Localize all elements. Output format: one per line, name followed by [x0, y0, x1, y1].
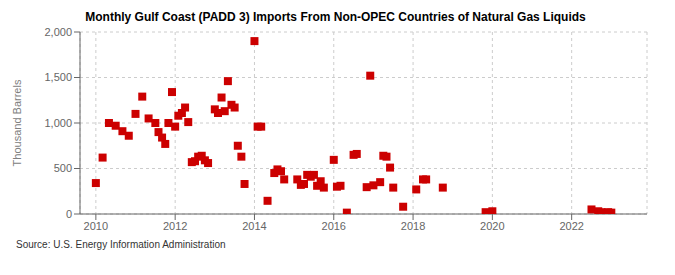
html-text:Monthly Gulf Coast (PADD 3) Im: Monthly Gulf Coast (PADD 3) Imports From… — [85, 10, 586, 24]
svg-text:2010: 2010 — [84, 220, 108, 232]
svg-text:2012: 2012 — [163, 220, 187, 232]
svg-text:2020: 2020 — [480, 220, 504, 232]
svg-text:1,500: 1,500 — [44, 71, 72, 83]
svg-text:2016: 2016 — [322, 220, 346, 232]
svg-text:Thousand Barrels: Thousand Barrels — [11, 79, 23, 166]
svg-text:2,000: 2,000 — [44, 26, 72, 38]
svg-text:2022: 2022 — [559, 220, 583, 232]
svg-text:500: 500 — [54, 162, 72, 174]
svg-text:0: 0 — [66, 208, 72, 220]
svg-text:2018: 2018 — [401, 220, 425, 232]
svg-text:1,000: 1,000 — [44, 117, 72, 129]
svg-text:2014: 2014 — [242, 220, 266, 232]
html-text:Source: U.S. Energy Informatio: Source: U.S. Energy Information Administ… — [16, 239, 226, 250]
